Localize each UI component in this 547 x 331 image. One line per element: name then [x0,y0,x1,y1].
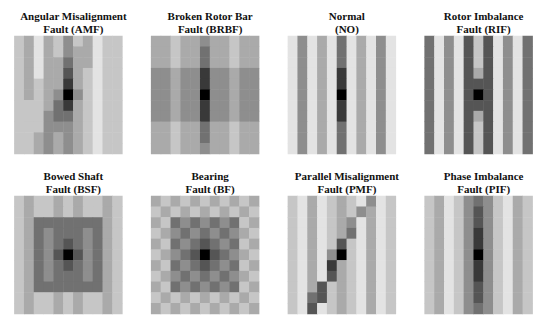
svg-text:Fault (PIF): Fault (PIF) [457,183,510,196]
svg-text:Broken Rotor Bar: Broken Rotor Bar [168,10,253,22]
svg-text:Parallel Misalignment: Parallel Misalignment [295,170,400,182]
svg-text:Normal: Normal [329,10,365,22]
svg-text:Fault (RIF): Fault (RIF) [457,23,511,36]
svg-text:Rotor Imbalance: Rotor Imbalance [444,10,524,22]
svg-text:Bowed Shaft: Bowed Shaft [44,170,104,182]
svg-text:Fault (BSF): Fault (BSF) [46,183,102,196]
svg-text:Fault (AMF): Fault (AMF) [43,23,104,36]
svg-text:Fault (BF): Fault (BF) [186,183,236,196]
svg-text:Fault (BRBF): Fault (BRBF) [178,23,243,36]
svg-text:Fault (PMF): Fault (PMF) [317,183,376,196]
svg-text:Phase Imbalance: Phase Imbalance [444,170,524,182]
svg-text:Bearing: Bearing [191,170,229,182]
svg-text:(NO): (NO) [335,23,359,36]
svg-text:Angular Misalignment: Angular Misalignment [20,10,127,22]
